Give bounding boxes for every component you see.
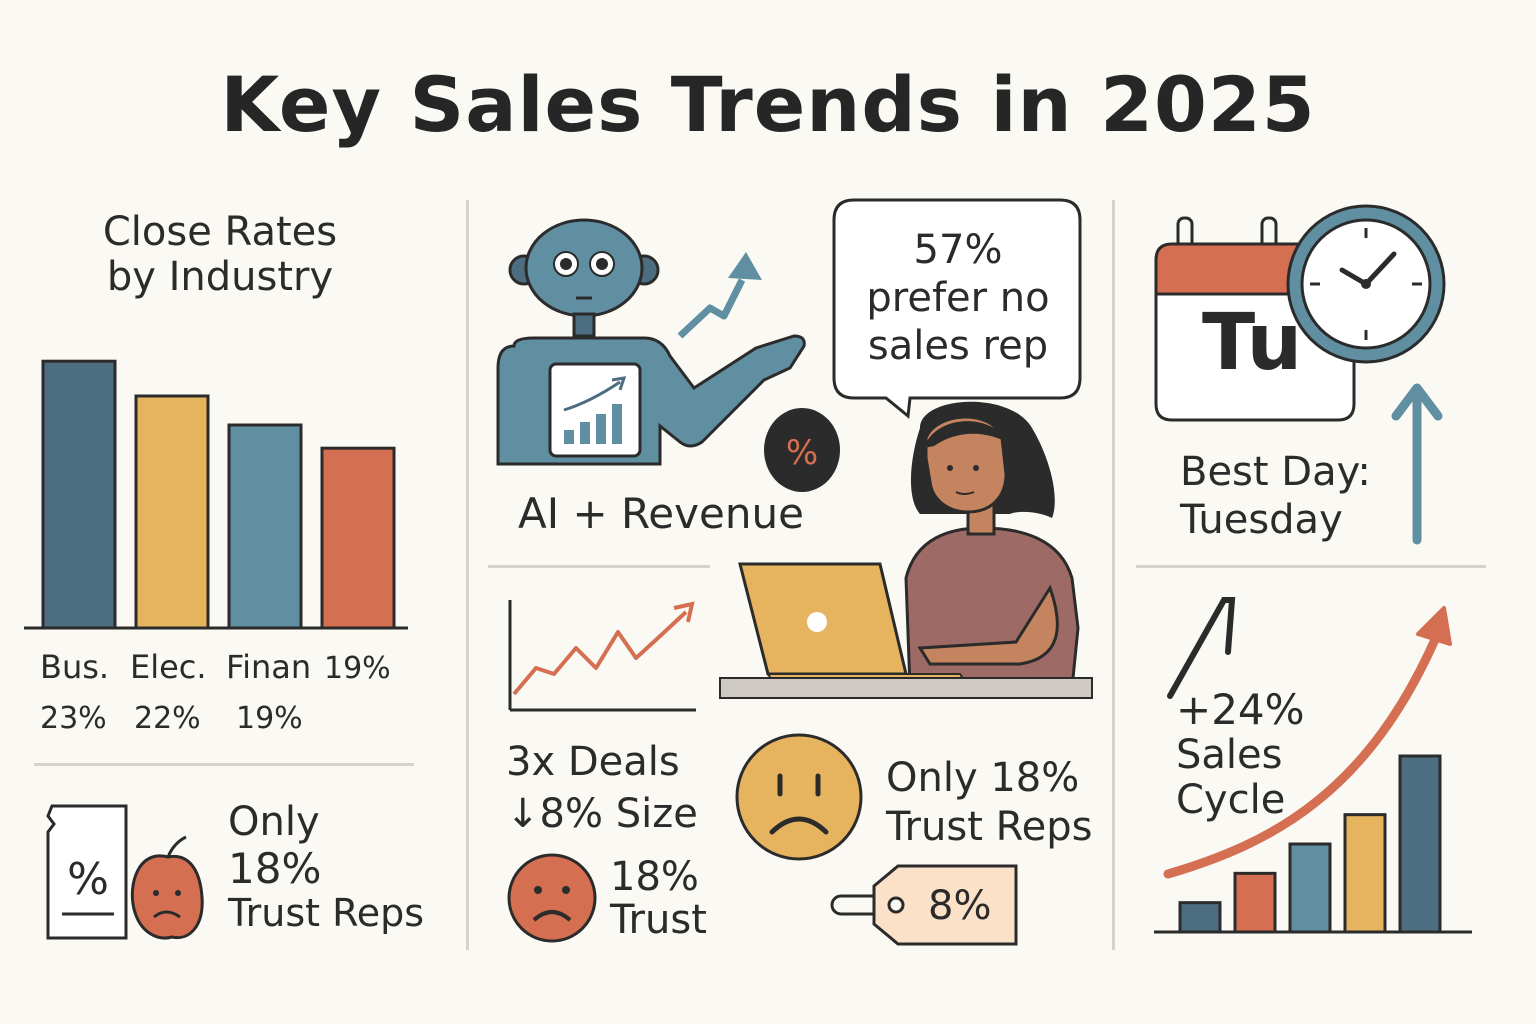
percent-badge-symbol: % [786,433,818,473]
best-day-line2: Tuesday [1180,497,1343,543]
close-rates-heading-line1: Close Rates [102,209,338,255]
deals-line1: 3x Deals [506,739,680,785]
woman-laptop-illustration [719,401,1093,699]
calendar-day-text: Tu [1202,298,1303,388]
sales-cycle-bar [1288,842,1332,934]
trust-right-line1: Only 18% [886,755,1080,801]
deals-line2: ↓8% Size [506,791,698,837]
divider-left [466,200,469,950]
trust-left-line3: Trust Reps [228,890,425,935]
sales-cycle-bar-chart [1154,754,1472,934]
trust-center-line2: Trust [610,897,707,944]
sales-cycle-line3: Cycle [1176,776,1286,823]
page-title: Key Sales Trends in 2025 [220,60,1316,149]
trust-center-text: 18% Trust [610,854,707,944]
sales-cycle-bar [1398,754,1442,934]
category-label-bus: Bus. [40,648,110,686]
divider-center-panel [488,565,710,568]
up-arrow-icon [1391,383,1443,545]
value-label-elec: 22% [134,701,201,736]
check-stroke-icon [1167,597,1236,699]
value-label-finan: 19% [236,701,303,736]
deals-line-chart-icon [508,600,696,712]
trust-right-line2: Trust Reps [886,803,1093,850]
clock-icon [1286,204,1446,364]
close-rate-bar [134,394,210,630]
divider-right [1112,200,1115,950]
value-label-bus: 23% [40,701,107,736]
percent-badge-icon: % [764,408,840,492]
close-rate-bar [227,423,303,630]
trust-left-line1: Only [228,799,320,845]
sales-cycle-line1: +24% [1176,685,1305,734]
trust-left-line2: 18% [228,843,322,893]
sad-apple-icon [130,835,204,940]
receipt-icon: % [46,804,128,940]
trust-center-line1: 18% [610,854,699,900]
ai-revenue-label: AI + Revenue [518,489,804,538]
speech-bubble [832,198,1082,419]
close-rates-bar-chart [24,359,408,630]
category-label-finan: Finan [226,648,312,686]
sales-cycle-bar [1233,871,1277,934]
sales-cycle-bar [1178,901,1222,934]
sales-cycle-text: +24% Sales Cycle [1176,686,1305,823]
deals-text: 3x Deals ↓8% Size [506,736,698,840]
growth-curve-arrow-icon [1163,606,1452,879]
sad-face-small-icon [507,853,597,943]
sales-cycle-bar [1343,813,1387,934]
robot-illustration [496,218,806,466]
speech-line2: prefer no [866,275,1050,321]
close-rates-heading: Close Rates by Industry [40,210,400,300]
divider-left-panel [34,763,414,766]
best-day-text: Best Day: Tuesday [1180,448,1371,544]
trend-up-arrow-icon [677,252,762,339]
sad-face-large-icon [735,733,863,861]
trust-right-text: Only 18% Trust Reps [886,754,1092,852]
price-tag-icon [830,864,1018,946]
close-rate-bar [41,359,117,630]
receipt-percent-symbol: % [67,854,109,905]
close-rates-heading-line2: by Industry [106,253,334,300]
speech-line3: sales rep [867,323,1049,369]
speech-bubble-text: 57% prefer no sales rep [834,226,1082,370]
close-rate-bar [320,446,396,630]
divider-right-panel [1136,565,1486,568]
category-label-fourth: 19% [324,651,391,686]
best-day-line1: Best Day: [1180,449,1371,495]
close-rates-value-row: 23% 22% 19% [40,702,420,742]
trust-left-text: Only 18% Trust Reps [228,800,424,934]
sales-cycle-line2: Sales [1176,732,1283,779]
close-rates-category-row: Bus. Elec. Finan 19% [40,648,420,690]
speech-line1: 57% [913,227,1003,273]
category-label-elec: Elec. [130,648,207,686]
price-tag-text: 8% [928,883,992,929]
